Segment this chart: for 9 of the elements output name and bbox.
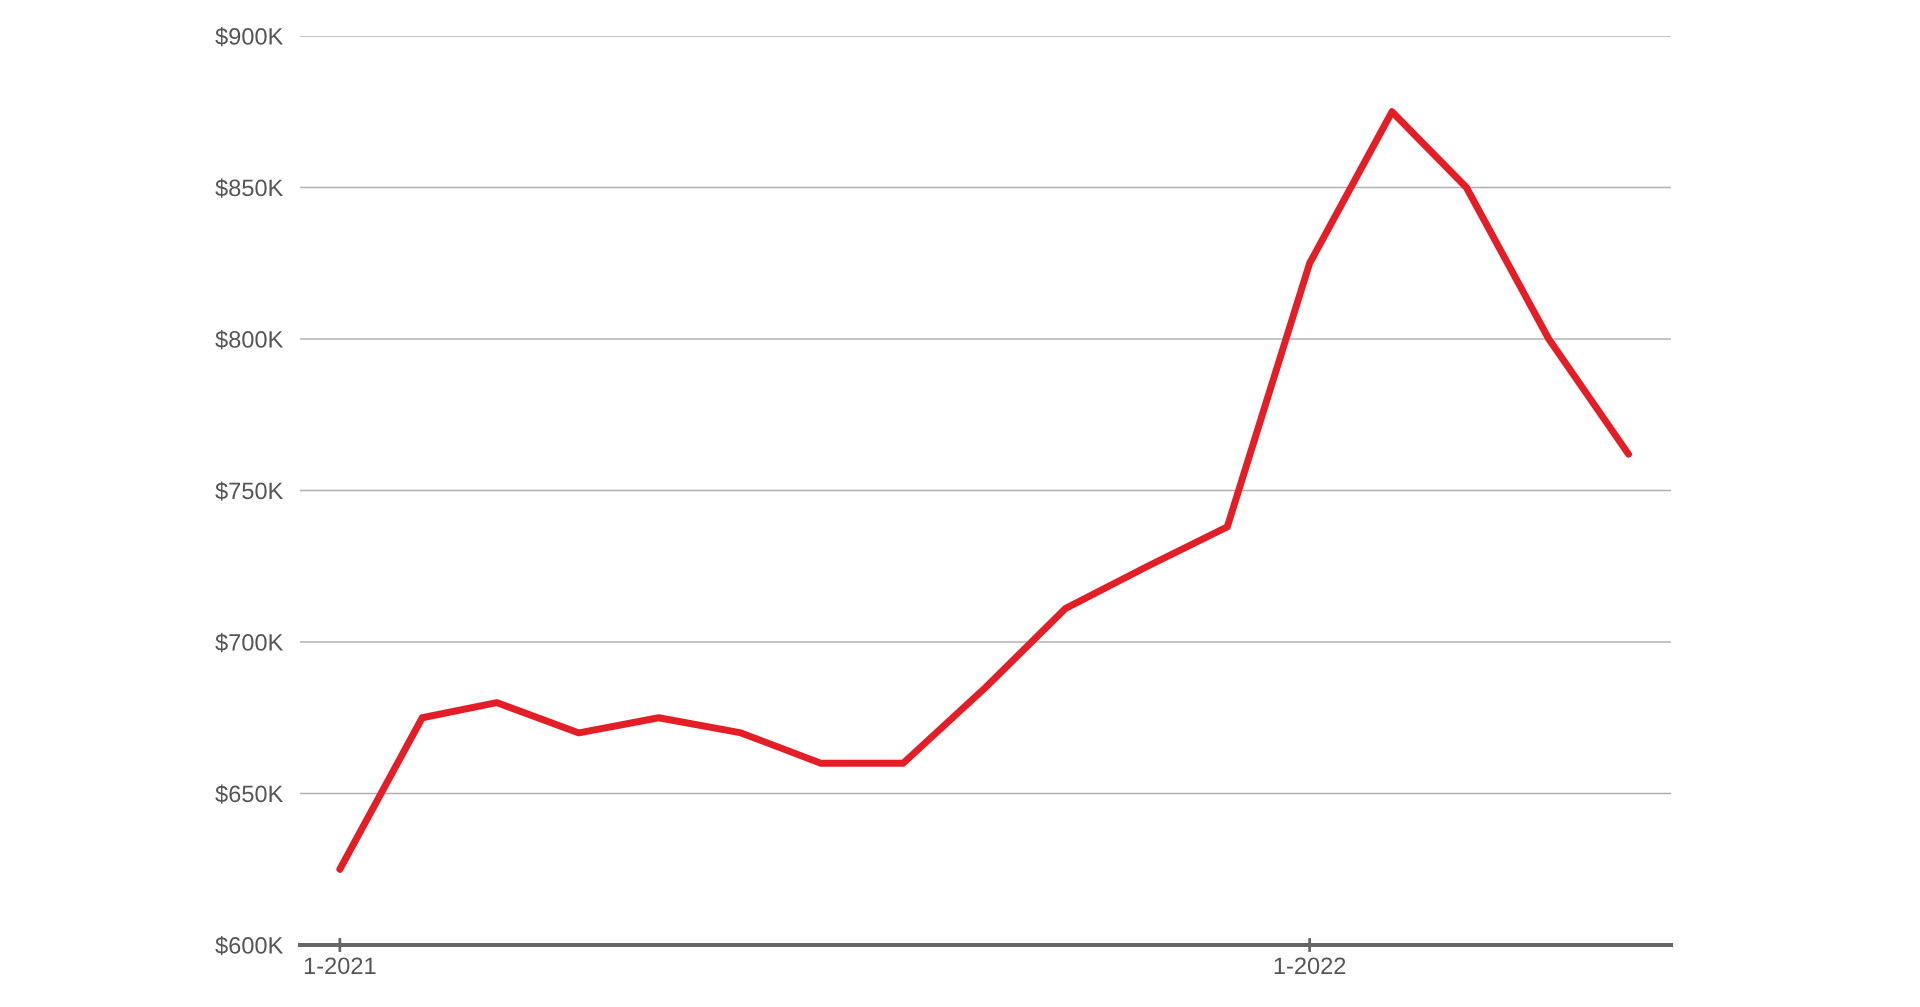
x-tick-label: 1-2022 bbox=[1274, 957, 1346, 975]
x-tick-label: 1-2021 bbox=[304, 957, 376, 975]
y-tick-label: $900K bbox=[215, 27, 284, 47]
y-tick-label: $700K bbox=[215, 633, 284, 653]
y-tick-label: $850K bbox=[215, 178, 284, 198]
y-tick-label: $800K bbox=[215, 330, 284, 350]
y-tick-label: $750K bbox=[215, 481, 284, 501]
y-tick-label: $600K bbox=[215, 936, 284, 956]
y-tick-label: $650K bbox=[215, 784, 284, 804]
